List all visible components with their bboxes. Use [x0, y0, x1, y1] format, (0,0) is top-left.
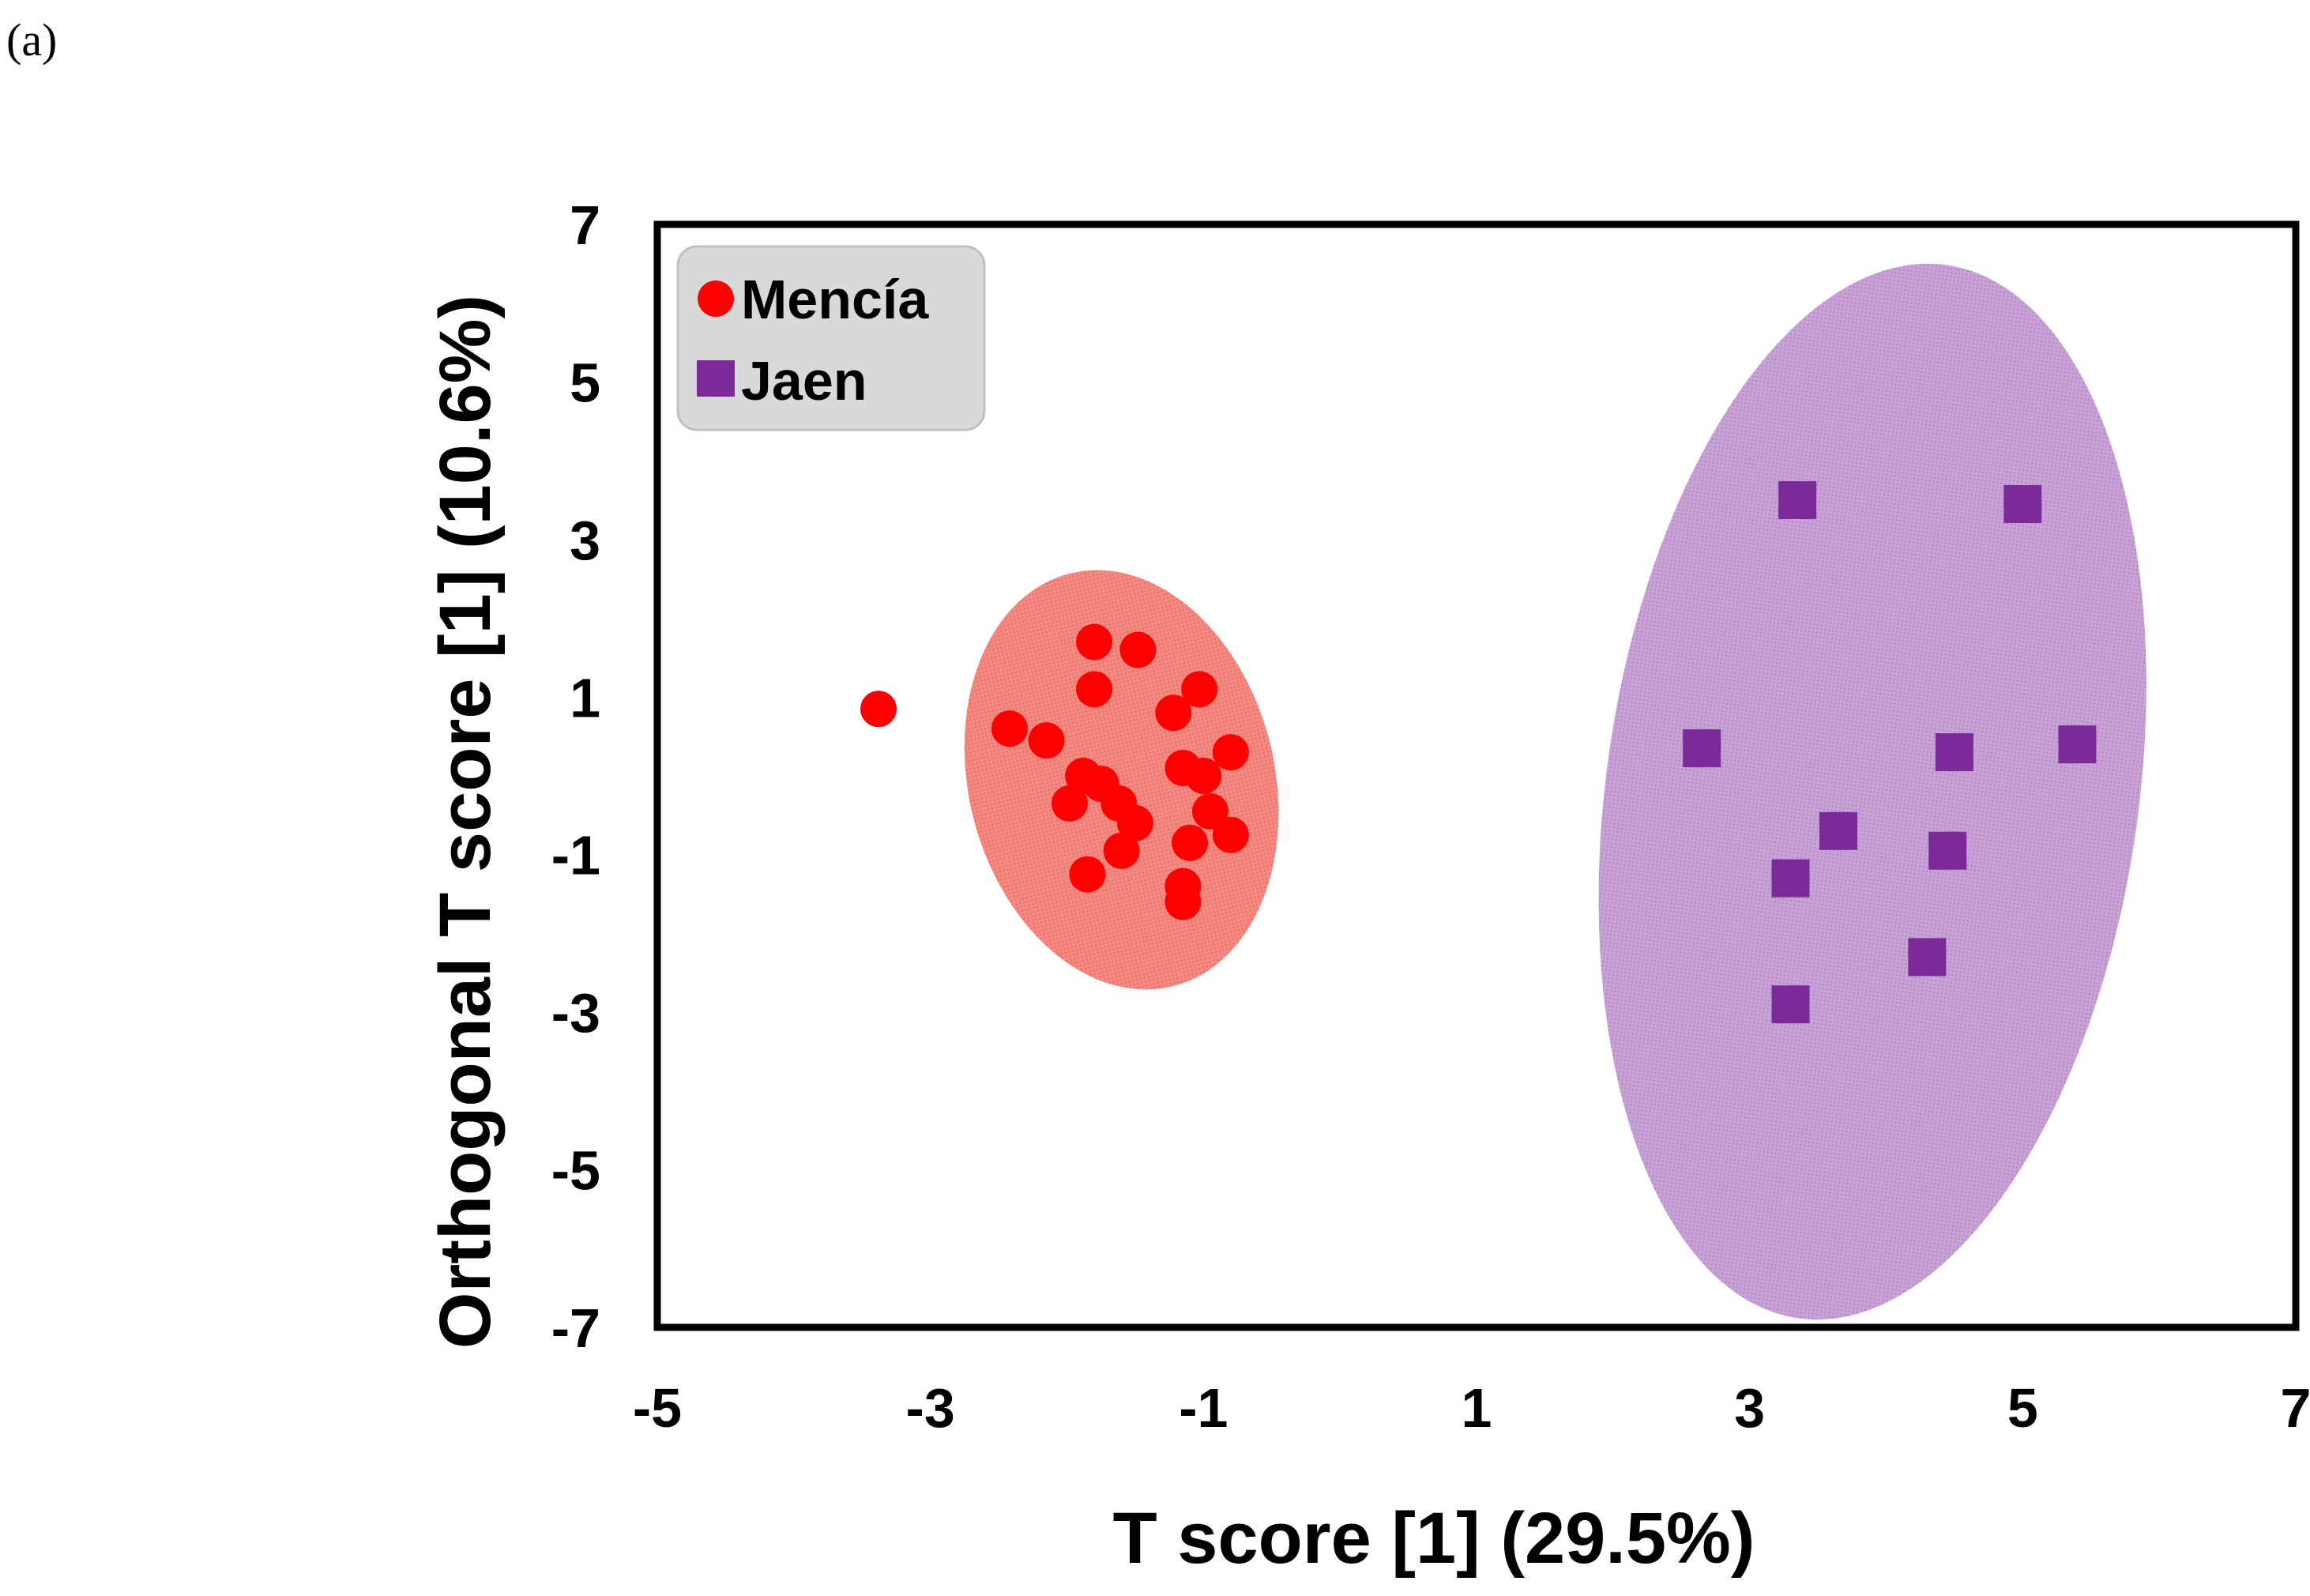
data-point-mencia: [1212, 734, 1249, 771]
data-point-mencia: [1116, 804, 1153, 841]
y-tick-label: 7: [570, 194, 600, 256]
data-point-mencia: [1155, 694, 1192, 732]
x-tick-label: 7: [2281, 1377, 2310, 1439]
panel-label: (a): [6, 14, 58, 66]
x-tick-label: -3: [906, 1377, 955, 1439]
data-point-jaen: [1683, 729, 1721, 768]
y-axis-title: Orthogonal T score [1] (10.6%): [425, 295, 506, 1349]
data-point-mencia: [1119, 631, 1157, 668]
y-tick-label: 5: [570, 352, 600, 413]
data-point-jaen: [2003, 484, 2042, 523]
legend-label-jaen: Jaen: [741, 350, 867, 412]
x-axis-title: T score [1] (29.5%): [1113, 1498, 1755, 1579]
data-point-jaen: [1908, 938, 1947, 977]
legend: Mencía Jaen: [676, 245, 986, 431]
y-axis-ticks: -7 -5 -3 -1 1 3 5 7: [551, 194, 600, 1359]
plot-frame: [653, 220, 2300, 1331]
x-tick-label: -5: [633, 1377, 682, 1439]
data-point-mencia: [1172, 824, 1209, 861]
y-tick-label: 3: [570, 510, 600, 571]
data-point-jaen: [1778, 481, 1817, 519]
y-tick-label: -7: [551, 1297, 600, 1359]
y-tick-label: 1: [570, 667, 600, 728]
y-tick-label: -1: [551, 825, 600, 886]
x-tick-label: 5: [2007, 1377, 2038, 1439]
y-tick-label: -5: [551, 1140, 600, 1202]
legend-marker-jaen: [697, 360, 735, 397]
data-point-mencia: [1185, 758, 1222, 794]
y-tick-label: -3: [551, 982, 600, 1044]
data-point-mencia: [1181, 671, 1218, 708]
data-point-jaen: [1935, 733, 1973, 772]
data-point-mencia: [1076, 623, 1113, 661]
legend-label-mencia: Mencía: [741, 269, 929, 330]
data-point-mencia: [1076, 671, 1113, 708]
data-point-mencia: [1069, 856, 1106, 893]
data-point-jaen: [1771, 985, 1810, 1024]
data-point-jaen: [1928, 831, 1967, 870]
legend-marker-mencia: [698, 280, 734, 317]
x-tick-label: 3: [1734, 1377, 1765, 1439]
data-point-mencia: [1103, 832, 1140, 869]
data-point-jaen: [1819, 811, 1858, 850]
x-tick-label: 1: [1462, 1377, 1492, 1439]
data-point-mencia: [860, 691, 897, 728]
data-point-mencia: [1164, 883, 1202, 920]
data-point-jaen: [2058, 725, 2097, 764]
x-tick-label: -1: [1179, 1377, 1228, 1439]
data-point-jaen: [1771, 859, 1810, 898]
data-point-mencia: [991, 710, 1028, 747]
points-layer: [860, 481, 2097, 1024]
data-point-mencia: [1212, 816, 1249, 853]
legend-box: [676, 245, 986, 431]
data-point-mencia: [1051, 785, 1088, 822]
data-point-mencia: [1028, 722, 1065, 759]
confidence-ellipse-jaen: [1598, 263, 2146, 1320]
confidence-ellipse-mencia: [964, 570, 1279, 990]
data-point-mencia: [1191, 792, 1228, 830]
x-axis-ticks: -5 -3 -1 1 3 5 7: [633, 1377, 2310, 1439]
